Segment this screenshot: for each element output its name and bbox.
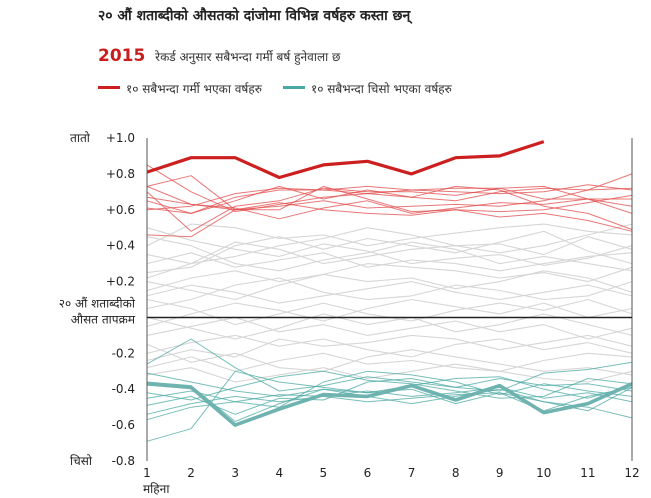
x-tick-label: 6: [364, 466, 372, 480]
hot-year-line: [147, 188, 632, 231]
y-tick-label: +0.4: [106, 239, 135, 253]
other-year-line: [147, 300, 632, 327]
x-tick-label: 9: [496, 466, 504, 480]
other-years-lines: [147, 224, 632, 382]
y-tick-label: -0.2: [112, 346, 135, 360]
other-year-line: [147, 253, 632, 271]
x-tick-label: 4: [275, 466, 283, 480]
other-year-line: [147, 231, 632, 272]
other-year-line: [147, 282, 632, 304]
x-tick-label: 8: [452, 466, 460, 480]
x-tick-label: 11: [580, 466, 595, 480]
x-tick-label: 1: [143, 466, 151, 480]
x-axis-label: महिना: [143, 482, 170, 496]
baseline-label-line: २० औं शताब्दीको: [59, 296, 136, 310]
y-top-label: तातो: [70, 131, 91, 145]
other-year-line: [147, 237, 632, 264]
other-year-line: [147, 228, 632, 266]
cold-year-line: [147, 371, 632, 400]
other-year-line: [147, 344, 632, 375]
x-tick-label: 10: [536, 466, 551, 480]
x-tick-label: 3: [231, 466, 239, 480]
x-tick-label: 12: [624, 466, 639, 480]
hot-years-lines: [147, 142, 632, 237]
x-tick-label: 7: [408, 466, 416, 480]
y-tick-label: -0.8: [112, 454, 135, 468]
y-tick-label: -0.6: [112, 418, 135, 432]
x-tick-label: 5: [320, 466, 328, 480]
y-tick-label: +1.0: [106, 131, 135, 145]
other-year-line: [147, 264, 632, 291]
y-tick-label: +0.8: [106, 167, 135, 181]
y-bottom-label: चिसो: [70, 454, 93, 468]
y-tick-label: +0.2: [106, 275, 135, 289]
y-tick-label: +0.6: [106, 203, 135, 217]
x-tick-label: 2: [187, 466, 195, 480]
hot-highlight-year-line: [147, 142, 544, 178]
other-year-line: [147, 224, 632, 278]
baseline-label-line: औसत तापक्रम: [71, 312, 136, 326]
y-tick-label: -0.4: [112, 382, 135, 396]
